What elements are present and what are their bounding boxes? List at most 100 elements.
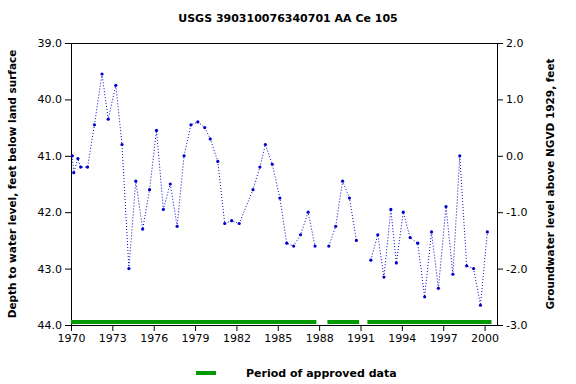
tick-label: 40.0 [38, 93, 63, 106]
tick: 42.0 [38, 206, 72, 219]
data-point [209, 137, 212, 140]
data-point [162, 208, 165, 211]
data-point [79, 165, 82, 168]
tick: 1.0 [497, 93, 524, 106]
tick-mark [402, 325, 403, 331]
tick-mark [497, 99, 503, 100]
plot-area [71, 72, 491, 324]
data-point [395, 261, 398, 264]
data-point [169, 182, 172, 185]
tick-label: 1988 [306, 332, 334, 345]
tick-mark [319, 325, 320, 331]
data-point [423, 295, 426, 298]
tick-label: 42.0 [38, 206, 63, 219]
approved-period [327, 320, 359, 324]
data-point [216, 160, 219, 163]
tick-mark [497, 325, 503, 326]
tick-label: 1973 [99, 332, 127, 345]
tick: 1982 [223, 325, 251, 345]
data-point [479, 304, 482, 307]
tick: 1976 [140, 325, 168, 345]
legend-swatch [196, 371, 216, 375]
data-point [264, 143, 267, 146]
data-point [141, 228, 144, 231]
tick: 1985 [264, 325, 292, 345]
data-point [382, 275, 385, 278]
data-point [271, 163, 274, 166]
data-point [100, 72, 103, 75]
legend-label: Period of approved data [246, 367, 397, 380]
tick-label: -2.0 [506, 263, 527, 276]
tick: 1994 [388, 325, 416, 345]
tick-mark [195, 325, 196, 331]
data-point [430, 230, 433, 233]
y-axis: 39.0 40.0 41.0 42.0 43.0 44.0 [38, 37, 72, 332]
tick-mark [497, 212, 503, 213]
data-point [402, 211, 405, 214]
y2-axis: 2.0 1.0 0.0 -1.0 -2.0 -3.0 [497, 37, 527, 332]
data-point [86, 165, 89, 168]
data-point [238, 222, 241, 225]
tick: 1988 [306, 325, 334, 345]
data-point [299, 233, 302, 236]
data-point [120, 143, 123, 146]
tick: 1997 [430, 325, 458, 345]
data-point [230, 219, 233, 222]
tick-label: 1985 [264, 332, 292, 345]
data-point [486, 230, 489, 233]
data-point [127, 267, 130, 270]
data-point [148, 188, 151, 191]
data-point [389, 208, 392, 211]
tick: 40.0 [38, 93, 72, 106]
tick-label: 43.0 [38, 263, 63, 276]
data-point [409, 236, 412, 239]
tick-label: 1994 [388, 332, 416, 345]
axis-line [71, 44, 72, 326]
tick: 41.0 [38, 150, 72, 163]
tick-label: 2.0 [506, 37, 524, 50]
tick-mark [65, 156, 71, 157]
tick-label: 1982 [223, 332, 251, 345]
data-point [189, 123, 192, 126]
tick-mark [497, 156, 503, 157]
data-point [107, 118, 110, 121]
title: USGS 390310076340701 AA Ce 105 [178, 12, 397, 25]
data-point [416, 242, 419, 245]
data-point [458, 154, 461, 157]
data-point [437, 287, 440, 290]
tick-mark [154, 325, 155, 331]
tick: 43.0 [38, 263, 72, 276]
axis-line [497, 44, 498, 326]
tick: 1979 [182, 325, 210, 345]
data-point [258, 165, 261, 168]
data-point [341, 180, 344, 183]
tick-mark [278, 325, 279, 331]
approved-period [71, 320, 316, 324]
chart: USGS 390310076340701 AA Ce 105 1970 1973 19… [0, 0, 576, 384]
data-point [71, 154, 74, 157]
tick-mark [361, 325, 362, 331]
tick-mark [485, 325, 486, 331]
data-point [134, 180, 137, 183]
data-point [465, 264, 468, 267]
tick: 39.0 [38, 37, 72, 50]
tick: 1973 [99, 325, 127, 345]
axis-line [72, 325, 498, 326]
tick-label: 1970 [58, 332, 86, 345]
tick: -1.0 [497, 206, 527, 219]
data-point [348, 197, 351, 200]
tick-mark [71, 325, 72, 331]
data-point [196, 120, 199, 123]
data-point [451, 273, 454, 276]
tick: -3.0 [497, 319, 527, 332]
data-point [285, 242, 288, 245]
data-point [307, 211, 310, 214]
tick: 44.0 [38, 319, 72, 332]
data-point [334, 225, 337, 228]
tick: -2.0 [497, 263, 527, 276]
tick: 0.0 [497, 150, 524, 163]
data-point [355, 239, 358, 242]
tick: 2.0 [497, 37, 524, 50]
tick-label: -3.0 [506, 319, 527, 332]
tick-mark [236, 325, 237, 331]
